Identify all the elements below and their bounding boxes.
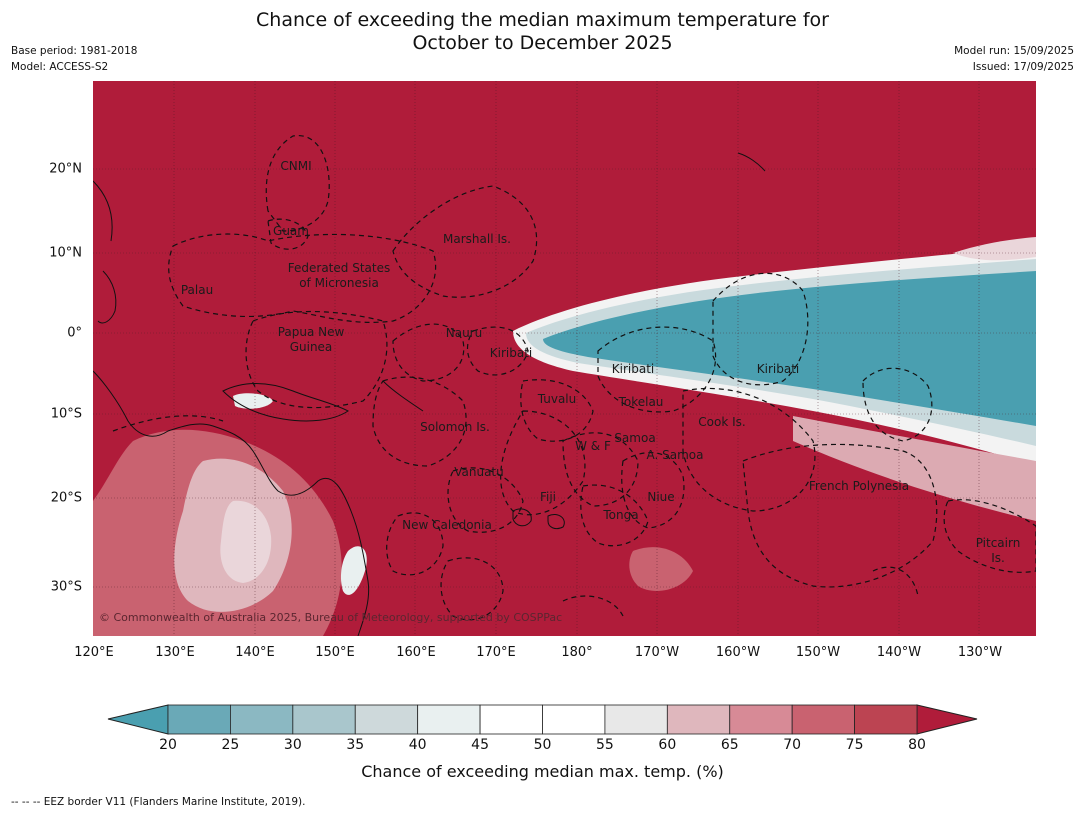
label-niue: Niue <box>647 490 674 504</box>
map: CNMI Guam Marshall Is. Palau Federated S… <box>93 81 1036 636</box>
label-vanuatu: Vanuatu <box>454 465 504 479</box>
graticule <box>93 81 1036 636</box>
colorbar-cells <box>167 704 918 735</box>
lat-tick: 10°S <box>50 406 82 422</box>
lon-tick: 160°W <box>715 645 761 660</box>
colorbar-cell <box>791 704 855 735</box>
queensland-coast-patch <box>340 546 367 595</box>
label-guam: Guam <box>273 224 309 238</box>
lon-tick: 150°W <box>795 645 841 660</box>
label-fsm-2: of Micronesia <box>299 276 379 290</box>
chart-title-line1: Chance of exceeding the median maximum t… <box>256 9 829 31</box>
colorbar-tick: 60 <box>658 737 677 753</box>
lon-tick: 160°E <box>396 645 436 660</box>
lat-tick: 30°S <box>50 579 82 595</box>
label-cook-is: Cook Is. <box>698 415 745 429</box>
base-period: Base period: 1981-2018 <box>11 45 138 57</box>
png-south-coast-patch <box>233 393 273 409</box>
label-solomon-is: Solomon Is. <box>420 420 490 434</box>
lon-tick: 150°E <box>315 645 355 660</box>
australia-lightest-patch <box>220 500 272 583</box>
se-pink-band <box>793 416 1036 521</box>
lat-tick: 0° <box>67 325 82 341</box>
coastlines <box>93 152 766 636</box>
colorbar-cell <box>479 704 543 735</box>
issued-date: Issued: 17/09/2025 <box>972 61 1074 73</box>
copyright-notice: © Commonwealth of Australia 2025, Bureau… <box>99 611 562 624</box>
model-run: Model run: 15/09/2025 <box>954 45 1074 57</box>
lat-tick: 20°S <box>50 490 82 506</box>
colorbar-tick: 75 <box>845 737 864 753</box>
label-kiribati-central: Kiribati <box>612 362 654 376</box>
label-png-1: Papua New <box>278 325 345 339</box>
label-kiribati-west: Kiribati <box>490 346 532 360</box>
footer-note: -- -- -- EEZ border V11 (Flanders Marine… <box>11 796 306 808</box>
label-pitcairn-2: Is. <box>991 551 1005 565</box>
colorbar-high-extend <box>916 704 978 735</box>
colorbar-cell <box>167 704 231 735</box>
colorbar-cell <box>854 704 918 735</box>
lon-tick: 170°E <box>476 645 516 660</box>
eez-borders <box>112 135 1036 621</box>
colorbar-low-extend <box>107 704 169 735</box>
chart-title-line2: October to December 2025 <box>412 32 673 54</box>
label-new-caledonia: New Caledonia <box>402 518 492 532</box>
lon-tick: 180° <box>561 645 593 660</box>
label-fsm-1: Federated States <box>288 261 390 275</box>
colorbar-tick: 65 <box>720 737 739 753</box>
colorbar-cell <box>729 704 793 735</box>
label-png-2: Guinea <box>290 340 333 354</box>
label-tonga: Tonga <box>602 508 638 522</box>
label-kiribati-east: Kiribati <box>757 362 799 376</box>
label-tuvalu: Tuvalu <box>537 392 577 406</box>
lon-tick: 170°W <box>634 645 680 660</box>
colorbar <box>107 704 978 735</box>
label-samoa: Samoa <box>614 431 655 445</box>
colorbar-cell <box>417 704 481 735</box>
colorbar-tick: 45 <box>471 737 489 753</box>
lon-tick: 140°W <box>876 645 922 660</box>
lon-tick: 120°E <box>74 645 114 660</box>
colorbar-tick: 25 <box>221 737 240 753</box>
label-french-polynesia: French Polynesia <box>809 479 909 493</box>
colorbar-label: Chance of exceeding median max. temp. (%… <box>361 762 724 781</box>
colorbar-cell <box>542 704 606 735</box>
label-fiji: Fiji <box>540 490 556 504</box>
colorbar-cell <box>604 704 668 735</box>
label-pitcairn-1: Pitcairn <box>976 536 1021 550</box>
ne-pale-streak <box>953 237 1036 261</box>
colorbar-cell <box>666 704 731 735</box>
colorbar-tick: 50 <box>533 737 552 753</box>
meta-right: Model run: 15/09/2025 Issued: 17/09/2025 <box>954 43 1074 75</box>
lat-tick: 10°N <box>49 245 82 261</box>
label-tokelau: Tokelau <box>618 395 664 409</box>
lon-tick: 130°W <box>957 645 1003 660</box>
colorbar-cell <box>230 704 294 735</box>
colorbar-tick: 40 <box>408 737 427 753</box>
model-name: Model: ACCESS-S2 <box>11 61 109 73</box>
country-labels: CNMI Guam Marshall Is. Palau Federated S… <box>181 159 1020 565</box>
colorbar-cell <box>292 704 356 735</box>
colorbar-tick: 80 <box>908 737 926 753</box>
lon-tick: 140°E <box>235 645 275 660</box>
map-svg: CNMI Guam Marshall Is. Palau Federated S… <box>93 81 1036 636</box>
lon-tick: 130°E <box>155 645 195 660</box>
meta-left: Base period: 1981-2018 Model: ACCESS-S2 <box>11 43 137 75</box>
label-marshall-is: Marshall Is. <box>443 232 511 246</box>
low-chance-area <box>543 271 1036 426</box>
colorbar-tick: 30 <box>283 737 302 753</box>
colorbar-tick: 20 <box>159 737 177 753</box>
label-nauru: Nauru <box>446 326 482 340</box>
lat-tick: 20°N <box>49 161 82 177</box>
colorbar-cell <box>354 704 419 735</box>
label-palau: Palau <box>181 283 213 297</box>
colorbar-tick: 35 <box>346 737 365 753</box>
colorbar-tick: 70 <box>783 737 802 753</box>
label-wallis-futuna: W & F <box>575 439 611 453</box>
label-american-samoa: A. Samoa <box>647 448 704 462</box>
colorbar-tick: 55 <box>595 737 614 753</box>
label-cnmi: CNMI <box>280 159 311 173</box>
kermadec-patch <box>629 547 693 591</box>
